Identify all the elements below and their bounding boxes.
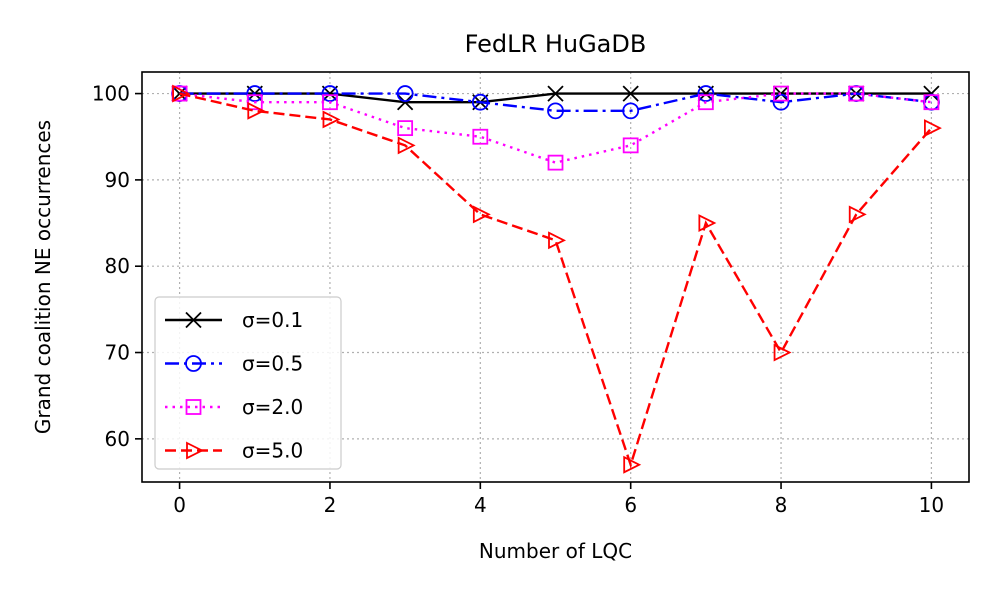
x-tick-label: 2 <box>324 493 337 517</box>
data-point <box>322 110 341 129</box>
data-point <box>623 455 642 474</box>
data-point <box>185 355 202 372</box>
data-point <box>472 205 491 224</box>
legend-entry-1: σ=0.5 <box>165 352 303 376</box>
data-point <box>697 94 714 111</box>
legend-box <box>154 296 342 470</box>
plot-frame <box>141 71 970 483</box>
data-point <box>773 85 789 102</box>
y-tick-label: 80 <box>105 254 130 278</box>
chart-title: FedLR HuGaDB <box>465 30 647 58</box>
series-line-1 <box>171 85 940 120</box>
y-tick-label: 60 <box>105 427 130 451</box>
x-tick-label: 10 <box>919 493 944 517</box>
data-point <box>471 93 489 111</box>
data-point <box>186 441 205 460</box>
data-point <box>924 119 942 138</box>
data-point <box>547 85 564 102</box>
x-tick-label: 8 <box>775 493 788 517</box>
data-point <box>397 120 414 137</box>
y-axis-label: Grand coalition NE occurrences <box>31 120 55 434</box>
data-point <box>397 136 416 155</box>
legend-entry-2: σ=2.0 <box>165 395 303 419</box>
x-tick-label: 4 <box>474 493 487 517</box>
data-point <box>698 214 717 233</box>
legend-entry-0: σ=0.1 <box>165 308 303 332</box>
data-point <box>773 343 792 362</box>
data-point <box>396 85 414 102</box>
data-point <box>547 154 564 171</box>
series-path <box>179 92 933 469</box>
x-axis-label: Number of LQC <box>479 539 632 563</box>
data-point <box>622 137 639 154</box>
legend-label: σ=2.0 <box>242 395 303 419</box>
x-tick-label: 6 <box>624 493 637 517</box>
data-point <box>848 85 865 102</box>
data-point <box>923 94 940 111</box>
x-tick-label: 0 <box>173 493 186 517</box>
data-point <box>247 101 266 120</box>
data-point <box>172 84 191 103</box>
data-point <box>472 128 489 145</box>
legend: σ=0.1 σ=0.5 σ=2.0 σ=5.0 <box>154 296 342 470</box>
data-point <box>548 231 567 250</box>
axis-ticks: 0 2 4 6 8 10 60 70 80 90 100 <box>92 82 944 517</box>
data-point <box>622 85 639 102</box>
legend-label: σ=0.1 <box>242 308 303 332</box>
data-point <box>396 94 414 111</box>
data-point <box>772 85 790 102</box>
data-point <box>185 311 202 329</box>
data-point <box>322 94 338 111</box>
y-tick-label: 70 <box>105 341 130 365</box>
legend-entry-3: σ=5.0 <box>165 439 303 463</box>
y-tick-label: 90 <box>105 168 130 192</box>
data-point <box>185 399 202 415</box>
data-point <box>848 205 867 224</box>
series-line-2 <box>171 85 940 171</box>
data-point <box>923 85 940 102</box>
series-layer <box>171 84 942 474</box>
legend-label: σ=5.0 <box>242 439 303 463</box>
y-tick-label: 100 <box>92 82 130 106</box>
data-point <box>622 102 640 120</box>
series-line-3 <box>172 84 942 474</box>
series-line-0 <box>171 85 940 111</box>
legend-label: σ=0.5 <box>242 352 303 376</box>
series-path <box>179 92 932 113</box>
data-point <box>547 102 564 120</box>
